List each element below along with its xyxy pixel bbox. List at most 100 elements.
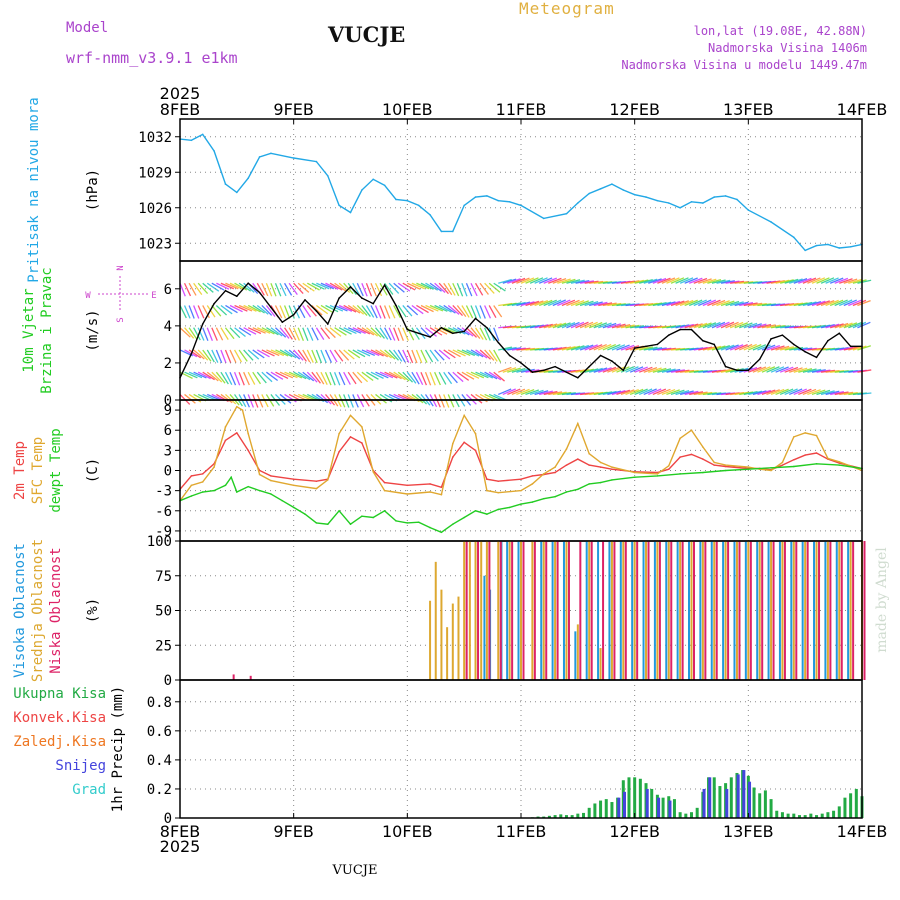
wind-barb <box>638 366 653 373</box>
precip_total-bar <box>775 810 779 818</box>
wind-barb <box>283 305 291 319</box>
sfc_temp-point <box>599 461 602 464</box>
wind-barb <box>602 302 617 307</box>
cloud_low-bar <box>681 541 684 680</box>
wind-barb <box>238 349 248 362</box>
wind-barb <box>611 344 626 351</box>
wind-barb <box>184 371 198 379</box>
wind-barb <box>215 371 226 384</box>
wind-barb <box>347 327 362 334</box>
cloud_mid-bar <box>690 541 693 680</box>
wind-barb <box>452 371 464 383</box>
pressure-point <box>520 204 522 207</box>
y-tick-label: 0.2 <box>147 782 172 798</box>
cloud_mid-bar <box>735 541 738 680</box>
wind_speed-point <box>440 326 443 329</box>
wind-barb <box>384 349 396 360</box>
y-tick-label: 1026 <box>138 201 172 217</box>
y-tick-label: 25 <box>155 638 172 654</box>
precip_total-bar <box>780 812 784 818</box>
wind-barb <box>406 371 417 384</box>
wind-barb <box>684 299 698 307</box>
pressure-side-label: Pritisak na nivou mora <box>26 97 42 282</box>
wind-barb <box>393 371 406 381</box>
precip-legend-label: Konvek.Kisa <box>13 710 106 726</box>
wind-barb <box>584 301 599 307</box>
dewpoint-point <box>611 479 613 481</box>
wind-barb <box>470 282 478 297</box>
sfc_temp-point <box>781 461 784 464</box>
wind-barb <box>184 393 196 404</box>
wind-barb <box>338 349 350 361</box>
wind-barb <box>288 349 301 360</box>
wind_speed-point <box>827 339 829 342</box>
wind-barb <box>548 277 562 284</box>
cloud_high-bar <box>824 541 827 680</box>
precip_total-bar <box>758 793 762 818</box>
temp2m-point <box>224 439 227 442</box>
wind-barb <box>625 324 640 329</box>
wind-barb <box>420 304 434 313</box>
wind-barb <box>784 346 799 351</box>
wind-barb <box>752 323 767 329</box>
wind-barb <box>643 346 658 351</box>
wind-barb <box>383 305 391 319</box>
wind-barb <box>770 366 785 373</box>
x-tick-label: 12FEB <box>609 100 660 119</box>
wind-barb <box>447 282 456 296</box>
cloud_low-bar <box>829 541 832 680</box>
sfc_temp-point <box>702 446 704 448</box>
wind-barb <box>238 327 252 336</box>
wind-barb <box>361 327 375 336</box>
wind-barb <box>461 371 475 380</box>
pressure-point <box>713 196 716 198</box>
wind-barb <box>356 282 364 297</box>
wind-barb <box>261 282 269 297</box>
sfc_temp-point <box>724 464 727 466</box>
wind-barb <box>825 323 840 329</box>
cloud_high-bar <box>847 541 850 680</box>
sfc_temp-point <box>690 429 693 432</box>
wind-barb <box>552 391 567 396</box>
wind-barb <box>652 367 667 373</box>
wind_speed-point <box>315 310 318 312</box>
sfc_temp-point <box>452 442 454 445</box>
station-title: VUCJE <box>328 22 406 47</box>
wind-barb <box>211 282 225 291</box>
y-tick-label: 4 <box>164 319 172 335</box>
dewpoint-point <box>349 523 352 526</box>
wind-barb <box>311 305 323 316</box>
wind-barb <box>743 391 758 396</box>
wind-barb <box>465 305 474 319</box>
wind-barb <box>325 282 339 290</box>
wind-barb <box>206 282 220 292</box>
wind-barb <box>270 283 277 297</box>
cloud_mid-bar <box>565 541 568 680</box>
sfc_temp-point <box>577 422 579 425</box>
cloud_high-bar <box>778 541 781 680</box>
wind-barb <box>498 346 513 351</box>
wind-barb <box>474 327 484 340</box>
wind-barb <box>479 349 491 360</box>
wind-barb <box>575 300 590 307</box>
wind-barb <box>202 282 214 293</box>
wind-barb <box>857 345 871 351</box>
wind-barb <box>566 321 580 329</box>
wind-barb <box>720 300 735 307</box>
pressure-point <box>406 199 409 202</box>
wind-barb <box>748 390 763 396</box>
temp2m-point <box>338 450 340 453</box>
sfc_temp-point <box>315 487 318 490</box>
wind-barb <box>598 367 612 373</box>
wind-barb <box>752 366 767 373</box>
wind-barb <box>288 371 303 379</box>
temp2m-point <box>315 480 318 483</box>
wind-barb <box>266 349 280 357</box>
wind-barb <box>375 349 389 358</box>
wind-barb <box>193 282 203 296</box>
cloud_low-bar <box>579 541 582 680</box>
wind-barb <box>461 305 470 318</box>
dewpoint-point <box>577 488 579 491</box>
wind-barb <box>789 367 803 373</box>
wind-barb <box>738 343 753 351</box>
